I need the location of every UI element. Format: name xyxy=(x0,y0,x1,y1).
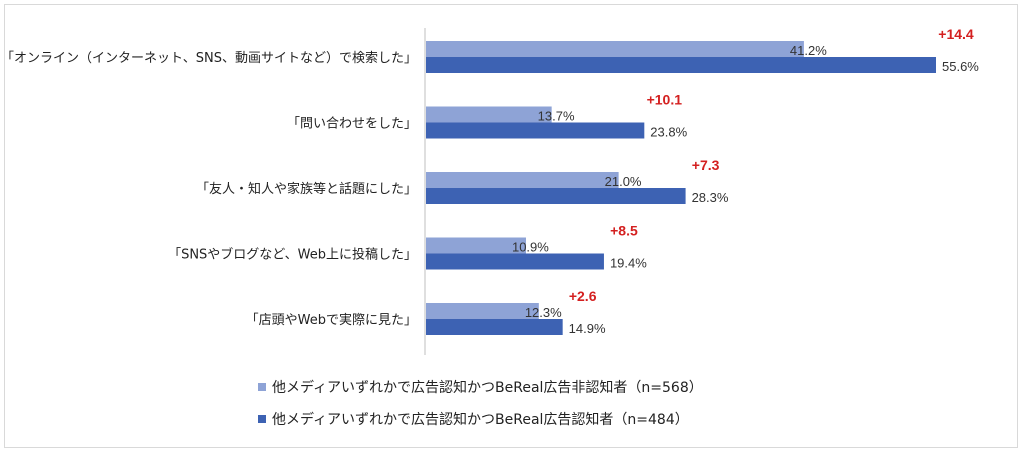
legend-item-aware: 他メディアいずれかで広告認知かつBeReal広告認知者（n=484） xyxy=(258,409,689,429)
data-label: 21.0% xyxy=(605,174,642,189)
difference-label: +10.1 xyxy=(647,92,683,108)
bar-series-2 xyxy=(426,122,645,139)
data-label: 41.2% xyxy=(790,43,827,58)
bar-series-1 xyxy=(426,303,539,319)
difference-label: +14.4 xyxy=(938,26,974,42)
data-label: 14.9% xyxy=(569,321,606,336)
difference-label: +8.5 xyxy=(610,223,638,239)
legend-item-nonaware: 他メディアいずれかで広告認知かつBeReal広告非認知者（n=568） xyxy=(258,377,703,397)
data-label: 23.8% xyxy=(650,125,687,140)
bar-series-2 xyxy=(426,319,563,335)
data-label: 55.6% xyxy=(942,59,979,74)
chart-frame xyxy=(4,4,1018,448)
legend-label-nonaware: 他メディアいずれかで広告認知かつBeReal広告非認知者（n=568） xyxy=(272,380,703,396)
data-label: 10.9% xyxy=(512,240,549,255)
legend-label-aware: 他メディアいずれかで広告認知かつBeReal広告認知者（n=484） xyxy=(272,412,689,428)
bar-series-1 xyxy=(426,106,552,123)
bar-series-2 xyxy=(426,253,604,270)
category-label: 「オンライン（インターネット、SNS、動画サイトなど）で検索した」 xyxy=(1,51,417,66)
category-label: 「店頭やWebで実際に見た」 xyxy=(246,312,417,328)
data-label: 28.3% xyxy=(692,190,729,205)
category-label: 「問い合わせをした」 xyxy=(287,117,417,132)
data-label: 13.7% xyxy=(538,109,575,124)
bar-series-2 xyxy=(426,57,936,73)
legend-swatch-aware xyxy=(258,415,266,423)
bar-series-1 xyxy=(426,237,526,254)
category-label: 「友人・知人や家族等と話題にした」 xyxy=(196,181,417,197)
data-label: 19.4% xyxy=(610,256,647,271)
bar-series-2 xyxy=(426,188,686,204)
difference-label: +2.6 xyxy=(569,288,597,304)
difference-label: +7.3 xyxy=(692,157,720,173)
bar-series-1 xyxy=(426,41,804,57)
bar-series-1 xyxy=(426,172,619,188)
legend-swatch-nonaware xyxy=(258,383,266,391)
data-label: 12.3% xyxy=(525,305,562,320)
category-label: 「SNSやブログなど、Web上に投稿した」 xyxy=(168,247,417,263)
